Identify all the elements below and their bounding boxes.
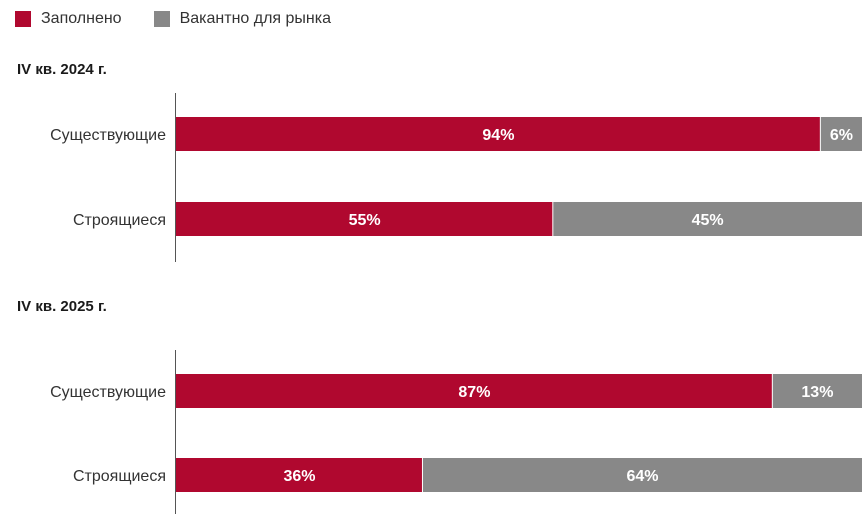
panel-title-2024: IV кв. 2024 г. (17, 61, 107, 78)
bar-segment (772, 374, 862, 408)
bar-segment (553, 202, 862, 236)
bar-segment (820, 117, 862, 151)
category-label: Существующие (50, 384, 166, 401)
bar-value-label: 45% (692, 212, 724, 229)
legend-item-vacant: Вакантно для рынка (153, 10, 332, 28)
bar-value-label: 64% (626, 468, 658, 485)
legend-label-vacant: Вакантно для рынка (179, 10, 332, 27)
bar-segment (176, 374, 772, 408)
bar-value-label: 87% (458, 384, 490, 401)
bar-segment (422, 458, 862, 492)
legend-item-filled: Заполнено (15, 10, 122, 28)
chart-legend: Заполнено Вакантно для рынка (15, 9, 363, 29)
bar-segment (176, 458, 422, 492)
bar-value-label: 94% (482, 127, 514, 144)
bar-value-label: 6% (830, 127, 853, 144)
category-label: Строящиеся (73, 212, 166, 229)
legend-swatch-filled (15, 11, 31, 27)
bar-segment (176, 202, 553, 236)
category-label: Строящиеся (73, 468, 166, 485)
bar-value-label: 13% (801, 384, 833, 401)
category-label: Существующие (50, 127, 166, 144)
panel-title-2025: IV кв. 2025 г. (17, 298, 107, 315)
legend-label-filled: Заполнено (41, 10, 122, 27)
legend-swatch-vacant (153, 11, 170, 27)
bar-value-label: 55% (349, 212, 381, 229)
bar-value-label: 36% (283, 468, 315, 485)
bar-segment (176, 117, 820, 151)
